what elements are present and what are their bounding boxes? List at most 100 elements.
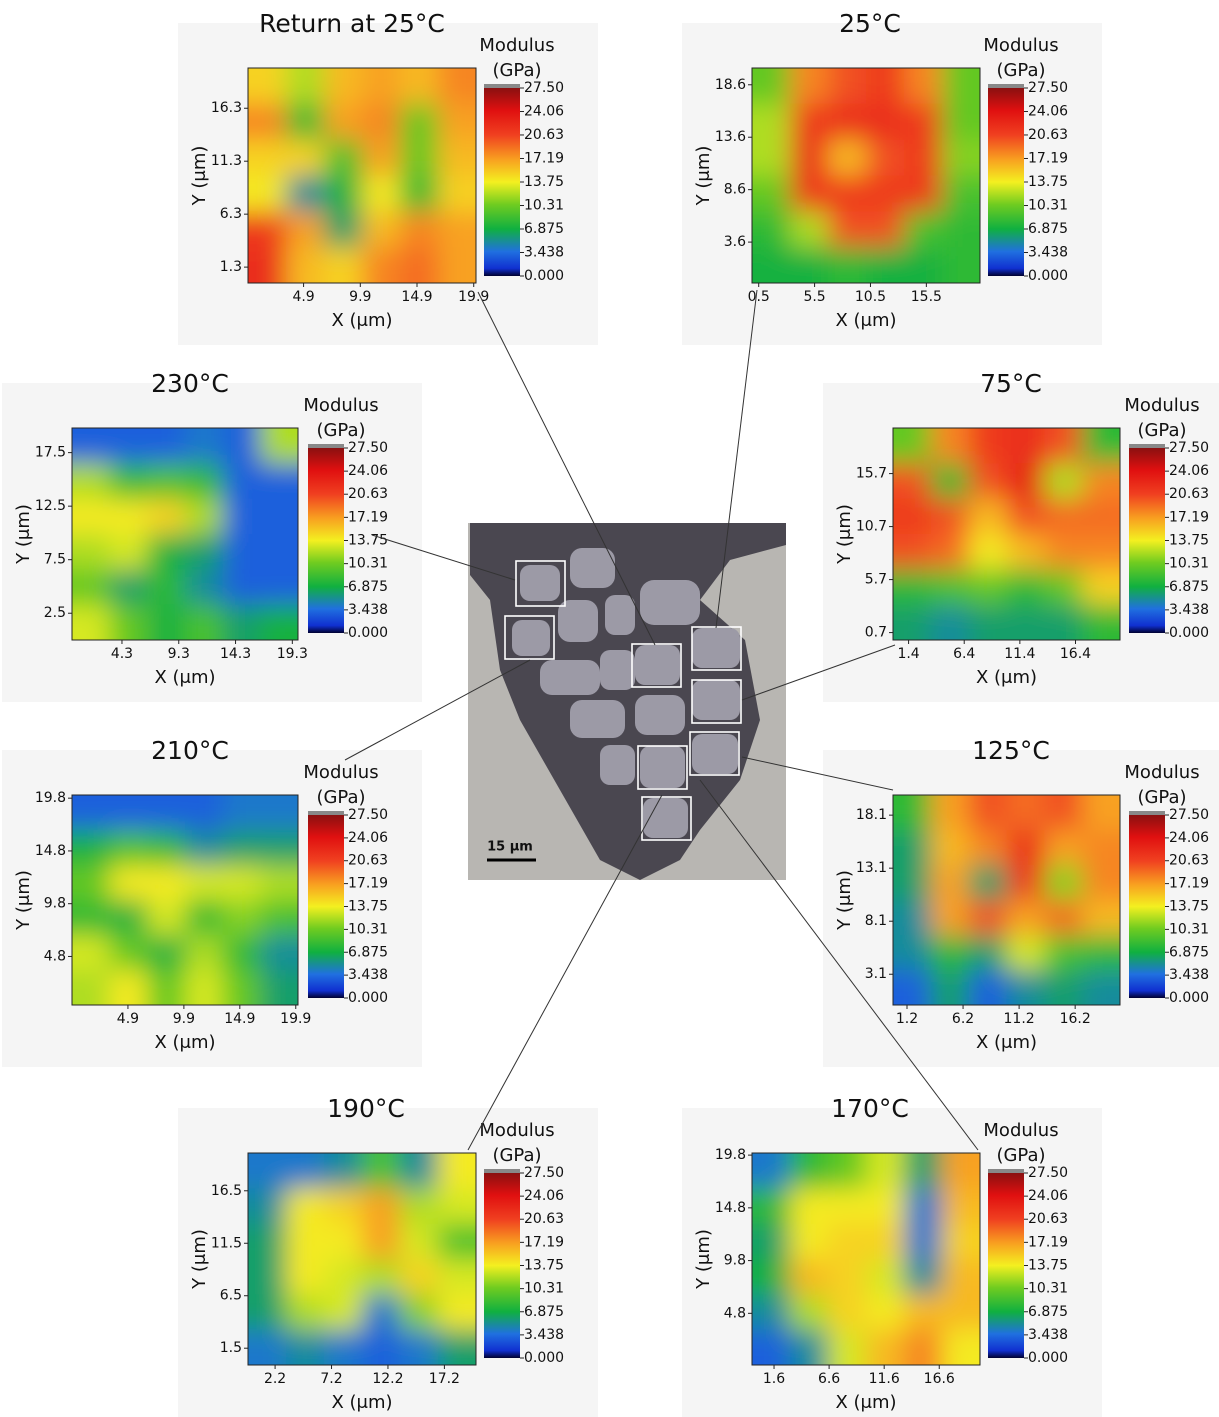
heatmap-cell [248,1153,287,1190]
heatmap-cell [904,211,943,249]
heatmap-cell [1044,970,1084,1005]
colorbar-cap [484,1169,520,1173]
colorbar-tick-label: 27.50 [524,80,564,96]
x-axis-label: X (μm) [976,667,1037,688]
heatmap-cell [324,211,363,249]
colorbar-tick-label: 6.875 [348,944,388,960]
heatmap-cell [904,103,943,141]
colorbar-tick-label: 10.31 [1028,198,1068,214]
heatmap-cell [362,103,401,141]
colorbar-tick-label: 27.50 [1169,440,1209,456]
heatmap-cell [828,1259,867,1296]
colorbar-tick-label: 10.31 [524,198,564,214]
heatmap-cell [1044,569,1084,606]
x-tick-label: 2.2 [264,1371,286,1387]
heatmap-cell [324,1294,363,1331]
y-tick-label: 1.3 [220,259,242,275]
colorbar-tick-label: 3.438 [348,602,388,618]
heatmap-cell [324,1329,363,1365]
heatmap-cell [866,247,905,283]
heatmap-cell [185,534,224,571]
colorbar-tick-label: 10.31 [524,1281,564,1297]
colorbar-tick-label: 20.63 [524,1211,564,1227]
heatmap-cell [286,1188,325,1225]
heatmap-cell [109,935,149,971]
colorbar-tick-label: 24.06 [348,830,388,846]
colorbar-unit: (GPa) [492,60,541,81]
heatmap-cell [968,428,1008,465]
x-tick-label: 1.6 [763,1371,785,1387]
heatmap-cell [942,175,980,213]
heatmap-blur [248,68,476,283]
colorbar-tick-label: 0.000 [348,625,388,641]
heatmap-cell [930,935,970,971]
y-tick-label: 18.1 [856,807,887,823]
heatmap-cell [752,1188,791,1225]
heatmap-cells [72,795,298,1005]
heatmap-cell [1044,830,1084,866]
heatmap-cell [1082,569,1120,606]
heatmap-cell [1082,970,1120,1005]
colorbar-tick-label: 13.75 [1169,899,1209,915]
heatmap-cell [930,498,970,535]
x-tick-label: 9.9 [349,289,371,305]
colorbar [484,1173,520,1358]
heatmap-cell [147,970,186,1005]
colorbar-tick-label: 10.31 [348,556,388,572]
heatmap-cell [222,463,262,500]
heatmap-cell [1082,534,1120,571]
colorbar [484,88,520,276]
colorbar-title: Modulus [479,35,554,56]
heatmap-cell [438,103,476,141]
x-tick-label: 0.5 [748,289,770,305]
colorbar-tick-label: 20.63 [348,486,388,502]
heatmap-cell [400,139,439,177]
x-tick-label: 10.5 [855,289,886,305]
y-tick-label: 5.7 [865,572,887,588]
heatmap-cell [185,970,224,1005]
colorbar-tick-label: 6.875 [348,579,388,595]
grain-region [470,523,786,880]
heatmap-cell [222,900,262,936]
heatmap-blur [752,1153,980,1365]
heatmap-cell [1006,795,1046,831]
heatmap-cell [400,1259,439,1296]
heatmap-cell [72,795,111,831]
colorbar-tick-label: 20.63 [1028,1211,1068,1227]
y-tick-label: 9.8 [44,896,66,912]
y-tick-label: 3.1 [865,966,887,982]
plot-frame [247,1152,477,1366]
heatmap-cell [260,463,298,500]
heatmap-cell [828,247,867,283]
heatmap-cell [362,139,401,177]
colorbar [988,1173,1024,1358]
heatmap-cell [438,175,476,213]
heatmap-cell [438,1329,476,1365]
heatmap-cell [930,830,970,866]
heatmap-cell [930,463,970,500]
heatmap-cell [1082,604,1120,640]
heatmap-cell [147,428,186,465]
colorbar-title: Modulus [303,395,378,416]
heatmap-cell [942,1259,980,1296]
heatmap-cell [72,463,111,500]
y-tick-label: 16.3 [211,100,242,116]
heatmap-cell [904,139,943,177]
heatmap-cell [942,103,980,141]
x-tick-label: 4.9 [292,289,314,305]
heatmap-cell [904,1188,943,1225]
plot-frame [892,794,1121,1006]
heatmap-cell [1044,498,1084,535]
heatmap-cell [72,935,111,971]
colorbar-tick-label: 10.31 [348,921,388,937]
heatmap-cell [260,604,298,640]
heatmap-cell [790,211,829,249]
colorbar-tick-label: 3.438 [524,244,564,260]
heatmap-cell [147,865,186,901]
y-tick-label: 6.3 [220,206,242,222]
micrograph: 15 μm [468,523,786,880]
heatmap-cell [260,970,298,1005]
heatmap-cell [400,1153,439,1190]
heatmap-cell [828,1153,867,1190]
heatmap-cell [893,795,932,831]
